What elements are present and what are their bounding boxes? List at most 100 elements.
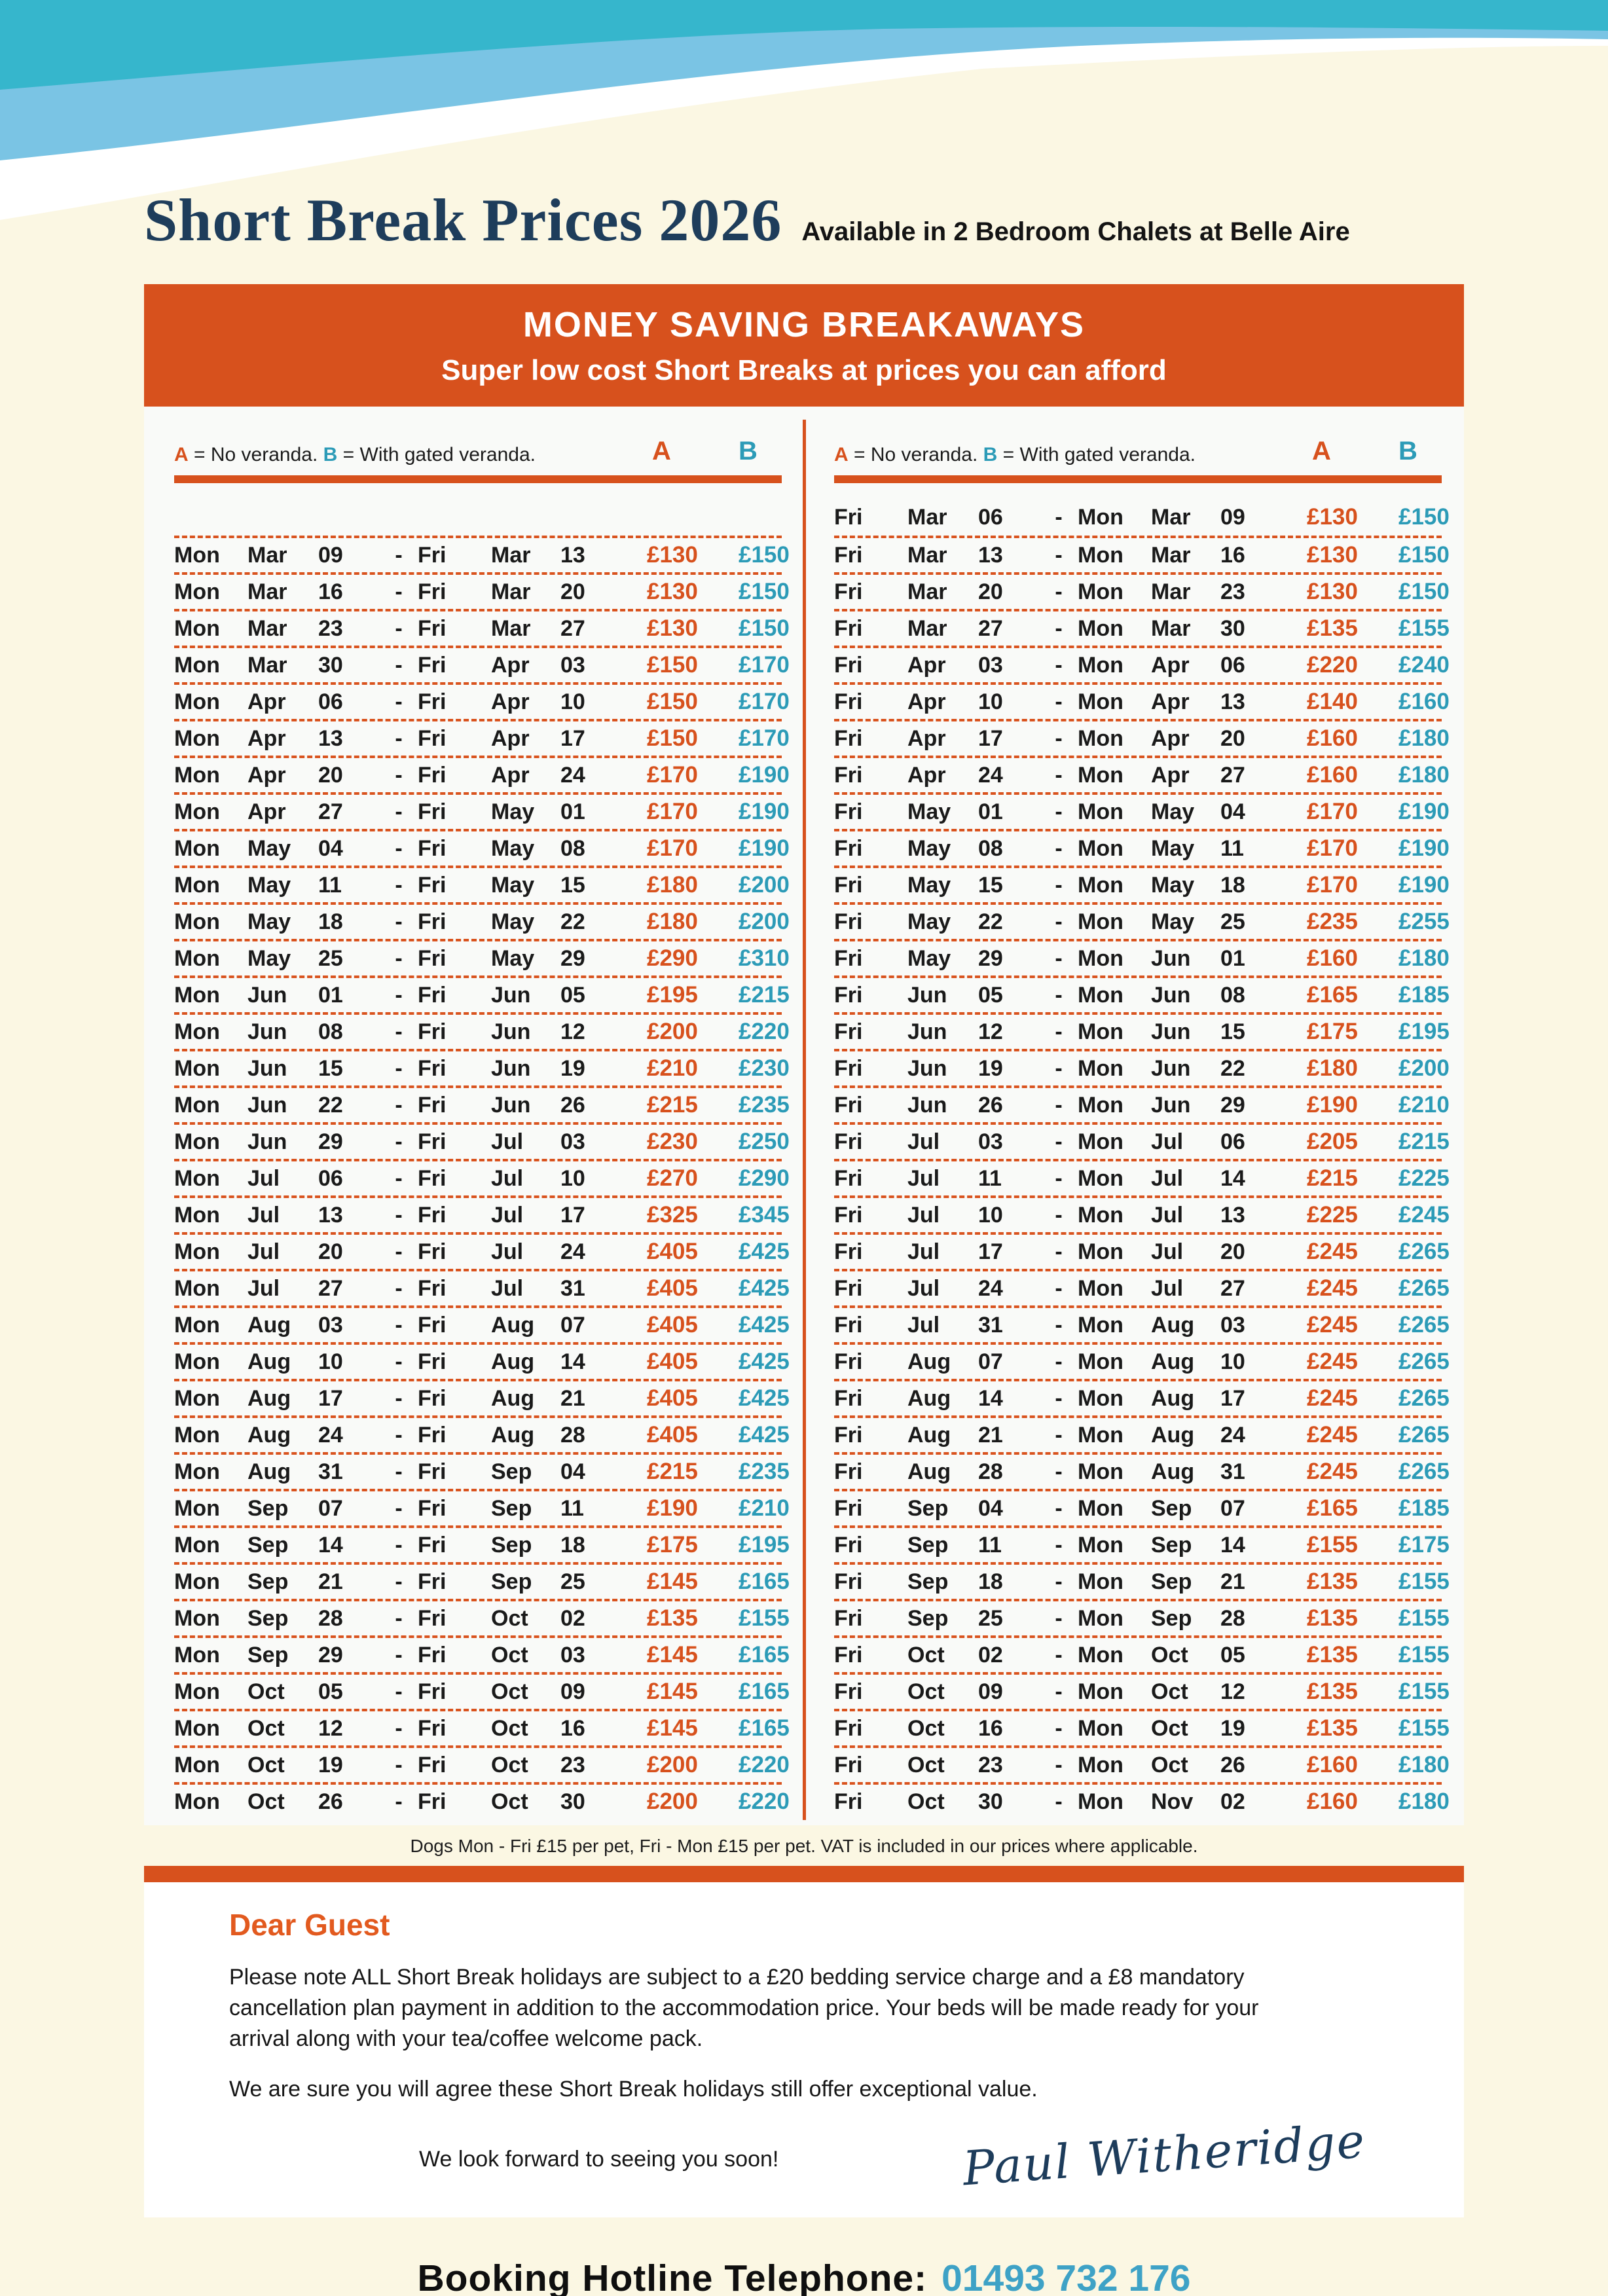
price-b: £190 — [1398, 799, 1450, 824]
end-month: Aug — [1151, 1385, 1195, 1411]
range-dash: - — [1055, 1275, 1063, 1301]
start-day: Mon — [174, 1605, 220, 1631]
range-dash: - — [395, 1019, 403, 1044]
price-a: £135 — [647, 1605, 698, 1631]
range-dash: - — [1055, 1715, 1063, 1741]
end-day: Fri — [418, 579, 447, 604]
end-month: May — [1151, 835, 1195, 861]
start-month: Sep — [247, 1605, 289, 1631]
end-month: May — [1151, 799, 1195, 824]
end-date: 14 — [560, 1349, 585, 1374]
end-date: 14 — [1220, 1532, 1245, 1558]
end-date: 23 — [560, 1752, 585, 1777]
table-row: Fri Oct 09 - Mon Oct 12 £135 £155 — [834, 1672, 1450, 1709]
price-a: £215 — [1307, 1165, 1358, 1191]
range-dash: - — [1055, 1752, 1063, 1777]
start-day: Mon — [174, 1459, 220, 1484]
table-row: Fri Mar 27 - Mon Mar 30 £135 £155 — [834, 609, 1450, 646]
price-b: £310 — [739, 945, 790, 971]
start-date: 06 — [318, 1165, 343, 1191]
price-b: £165 — [739, 1715, 790, 1741]
start-date: 04 — [318, 835, 343, 861]
start-month: Oct — [247, 1679, 285, 1704]
start-date: 20 — [318, 1239, 343, 1264]
end-date: 12 — [1220, 1679, 1245, 1704]
table-row: Fri Mar 13 - Mon Mar 16 £130 £150 — [834, 536, 1450, 572]
end-day: Fri — [418, 1202, 447, 1228]
price-b: £155 — [1398, 1605, 1450, 1631]
legend-text: A = No veranda. B = With gated veranda. — [174, 444, 643, 466]
start-day: Fri — [834, 835, 863, 861]
start-date: 31 — [978, 1312, 1003, 1338]
start-date: 19 — [978, 1055, 1003, 1081]
end-day: Fri — [418, 1385, 447, 1411]
start-date: 09 — [318, 542, 343, 568]
start-day: Fri — [834, 652, 863, 678]
end-date: 23 — [1220, 579, 1245, 604]
start-date: 24 — [978, 762, 1003, 788]
price-b: £265 — [1398, 1349, 1450, 1374]
end-date: 22 — [560, 909, 585, 934]
start-day: Fri — [834, 1349, 863, 1374]
legend-b-text: = With gated veranda. — [997, 444, 1196, 465]
column-header-b: B — [1398, 437, 1417, 465]
end-day: Fri — [418, 1789, 447, 1814]
table-row: Mon Aug 24 - Fri Aug 28 £405 £425 — [174, 1415, 790, 1452]
start-date: 22 — [978, 909, 1003, 934]
start-day: Fri — [834, 615, 863, 641]
price-a: £325 — [647, 1202, 698, 1228]
price-a: £245 — [1307, 1275, 1358, 1301]
section-divider-bar — [144, 1866, 1464, 1882]
price-b: £235 — [739, 1459, 790, 1484]
start-month: Oct — [907, 1789, 945, 1814]
price-a: £190 — [647, 1495, 698, 1521]
guest-letter-panel: Dear Guest Please note ALL Short Break h… — [144, 1882, 1464, 2217]
table-row: Fri Apr 03 - Mon Apr 06 £220 £240 — [834, 646, 1450, 682]
end-month: Oct — [1151, 1679, 1188, 1704]
table-row: Mon Mar 23 - Fri Mar 27 £130 £150 — [174, 609, 790, 646]
range-dash: - — [395, 615, 403, 641]
page-subtitle: Available in 2 Bedroom Chalets at Belle … — [801, 217, 1350, 246]
start-month: Apr — [907, 725, 946, 751]
end-date: 27 — [560, 615, 585, 641]
price-a: £245 — [1307, 1459, 1358, 1484]
end-month: Apr — [1151, 689, 1190, 714]
start-day: Mon — [174, 872, 220, 898]
range-dash: - — [395, 652, 403, 678]
end-month: Oct — [491, 1752, 528, 1777]
start-month: Jun — [247, 1019, 287, 1044]
start-month: Aug — [247, 1459, 291, 1484]
end-day: Fri — [418, 762, 447, 788]
start-date: 20 — [978, 579, 1003, 604]
price-a: £245 — [1307, 1385, 1358, 1411]
start-day: Fri — [834, 1495, 863, 1521]
price-a: £145 — [647, 1569, 698, 1594]
start-month: Sep — [907, 1605, 949, 1631]
end-month: Sep — [491, 1495, 532, 1521]
start-date: 07 — [978, 1349, 1003, 1374]
range-dash: - — [395, 1275, 403, 1301]
end-date: 28 — [1220, 1605, 1245, 1631]
end-day: Mon — [1078, 1385, 1124, 1411]
start-date: 14 — [318, 1532, 343, 1558]
price-a: £145 — [647, 1679, 698, 1704]
range-dash: - — [1055, 615, 1063, 641]
start-month: Apr — [907, 689, 946, 714]
end-day: Mon — [1078, 1312, 1124, 1338]
end-month: Apr — [1151, 652, 1190, 678]
end-month: Oct — [491, 1605, 528, 1631]
price-a: £160 — [1307, 762, 1358, 788]
end-date: 06 — [1220, 1129, 1245, 1154]
start-month: Aug — [907, 1349, 951, 1374]
start-date: 10 — [318, 1349, 343, 1374]
start-month: Oct — [247, 1752, 285, 1777]
start-day: Fri — [834, 1055, 863, 1081]
table-row: Fri May 01 - Mon May 04 £170 £190 — [834, 792, 1450, 829]
price-b: £155 — [1398, 1642, 1450, 1667]
end-date: 22 — [1220, 1055, 1245, 1081]
table-row: Fri Aug 07 - Mon Aug 10 £245 £265 — [834, 1342, 1450, 1379]
start-month: May — [247, 872, 291, 898]
price-b: £225 — [1398, 1165, 1450, 1191]
end-day: Fri — [418, 725, 447, 751]
end-month: Mar — [1151, 504, 1191, 530]
